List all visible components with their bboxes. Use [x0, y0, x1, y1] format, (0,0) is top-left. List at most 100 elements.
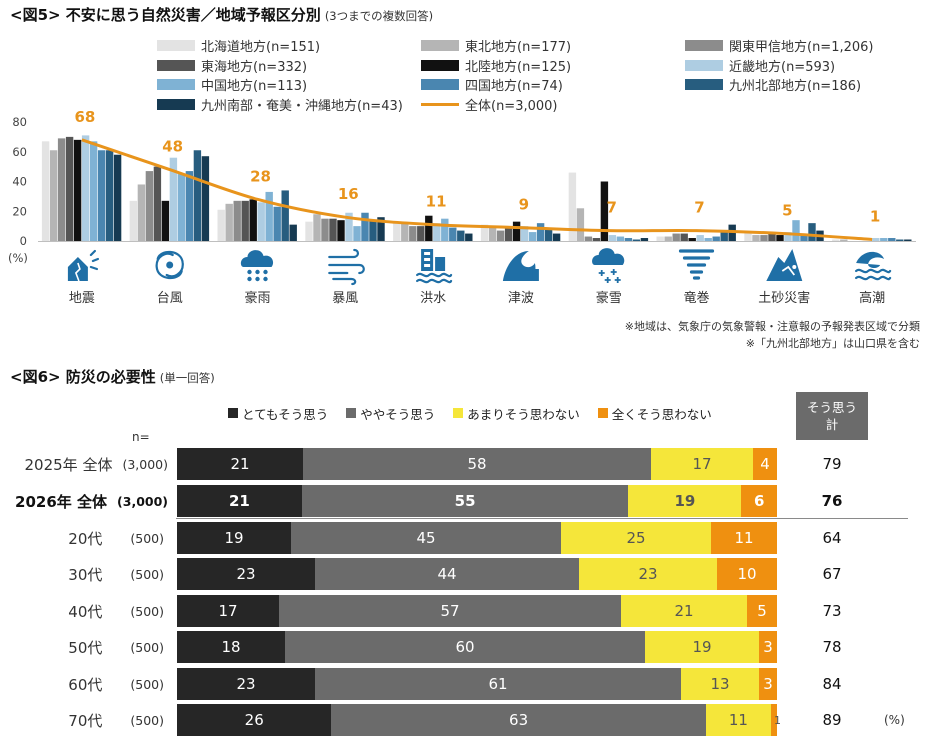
- bar: [457, 230, 465, 241]
- bar-segment: 61: [315, 668, 681, 700]
- bar: [145, 171, 154, 241]
- segment-label: 23: [236, 565, 256, 583]
- segment-label: 57: [440, 602, 460, 620]
- bar: [241, 200, 249, 241]
- legend-item: 北海道地方(n=151): [157, 36, 320, 55]
- row-label: 50代 (500): [0, 633, 164, 661]
- y-tick-label: 60: [12, 145, 27, 159]
- bar: [520, 226, 529, 241]
- storm-wind-icon: [328, 248, 365, 286]
- figure5-subtitle: (3つまでの複数回答): [324, 9, 434, 23]
- row-label: 40代 (500): [0, 597, 164, 625]
- segment-label: 17: [692, 455, 712, 473]
- bar: [321, 218, 329, 241]
- bar: [265, 191, 273, 241]
- row-label: 70代 (500): [0, 706, 164, 734]
- legend-item: 全くそう思わない: [597, 404, 712, 422]
- legend-item: 東海地方(n=332): [157, 56, 307, 75]
- bar: [704, 238, 712, 241]
- category-label: 竜巻: [683, 291, 709, 306]
- bar: [417, 226, 425, 241]
- row-label-n: (500): [130, 639, 164, 655]
- legend-label: 東海地方(n=332): [201, 59, 308, 75]
- bar: [904, 239, 912, 241]
- bar-segment: 3: [759, 631, 777, 663]
- bar: [305, 221, 313, 241]
- category-label: 高潮: [859, 290, 885, 306]
- category-label: 津波: [508, 291, 534, 306]
- bar: [353, 226, 361, 241]
- segment-label: 4: [760, 455, 770, 473]
- figure6-title-text: <図6> 防災の必要性: [10, 368, 156, 386]
- stacked-bar: 18 60 19 3: [177, 631, 777, 663]
- segment-label: 19: [674, 492, 696, 510]
- bar: [177, 174, 186, 241]
- data-label: 5: [782, 202, 792, 220]
- bar: [632, 239, 641, 241]
- segment-label: 11: [734, 529, 754, 547]
- bar: [608, 235, 617, 241]
- bar-segment: 5: [747, 595, 777, 627]
- bar-segment: 3: [759, 668, 777, 700]
- legend-label: 近畿地方(n=593): [729, 59, 836, 75]
- bar-segment: 19: [645, 631, 759, 663]
- category-label: 土砂災害: [758, 290, 810, 306]
- row-label: 30代 (500): [0, 560, 164, 588]
- stacked-bar: 19 45 25 11: [177, 522, 777, 554]
- bar: [720, 232, 728, 241]
- row-label-n: (3,000): [117, 493, 168, 509]
- bar: [153, 166, 162, 241]
- stacked-bar: 17 57 21 5: [177, 595, 777, 627]
- figure5-note-kyushu: ※「九州北部地方」は山口県を含む: [745, 337, 920, 350]
- segment-label: 5: [757, 602, 767, 620]
- segment-label: 61: [488, 675, 508, 693]
- bar: [393, 223, 401, 241]
- stacked-bar: 21 58 17 4: [177, 448, 777, 480]
- segment-label: 26: [244, 711, 264, 729]
- bar: [169, 157, 178, 241]
- legend-label: 全体(n=3,000): [465, 98, 558, 114]
- segment-label: 18: [221, 638, 241, 656]
- legend-swatch: [421, 59, 459, 71]
- bar-segment: 6: [741, 485, 777, 517]
- legend-label: 九州南部・奄美・沖縄地方(n=43): [201, 98, 403, 114]
- bar: [536, 223, 545, 241]
- bar: [656, 236, 664, 241]
- bar-segment: 4: [753, 448, 777, 480]
- bar-segment: 60: [285, 631, 645, 663]
- row-label-n: (500): [130, 712, 164, 728]
- segment-label: 13: [710, 675, 730, 693]
- summary-value: 79: [822, 455, 842, 473]
- data-label: 48: [162, 138, 183, 156]
- typhoon-icon: [155, 250, 184, 280]
- row-label-n: (3,000): [122, 456, 168, 472]
- legend-item: 四国地方(n=74): [421, 75, 563, 94]
- bar-segment: 26: [177, 704, 332, 736]
- heavy-snow-icon: [592, 248, 625, 283]
- bar: [592, 238, 601, 241]
- heavy-rain-icon: [240, 250, 274, 282]
- legend-item: ややそう思う: [346, 404, 435, 422]
- stacked-bar: 23 61 13 3: [177, 668, 777, 700]
- legend-line-swatch: [421, 102, 459, 106]
- bar: [137, 184, 146, 241]
- bar: [680, 233, 688, 241]
- legend-label: 九州北部地方(n=186): [729, 79, 862, 94]
- segment-label: 11: [728, 711, 748, 729]
- bar: [624, 238, 633, 241]
- bar: [744, 232, 752, 241]
- tornado-icon: [678, 249, 715, 280]
- bar: [97, 150, 106, 241]
- y-tick-label: 40: [12, 175, 27, 189]
- legend-swatch: [421, 79, 459, 90]
- data-label: 9: [519, 196, 529, 214]
- flood-icon: [416, 249, 453, 284]
- legend-item: 全体(n=3,000): [421, 95, 558, 114]
- summary-value: 76: [821, 492, 843, 510]
- segment-label: 21: [674, 602, 694, 620]
- segment-label: 60: [455, 638, 475, 656]
- bar-segment: 25: [561, 522, 711, 554]
- row-label-n: (500): [130, 566, 164, 582]
- row-label-n: (500): [130, 676, 164, 692]
- category-label: 洪水: [420, 291, 446, 306]
